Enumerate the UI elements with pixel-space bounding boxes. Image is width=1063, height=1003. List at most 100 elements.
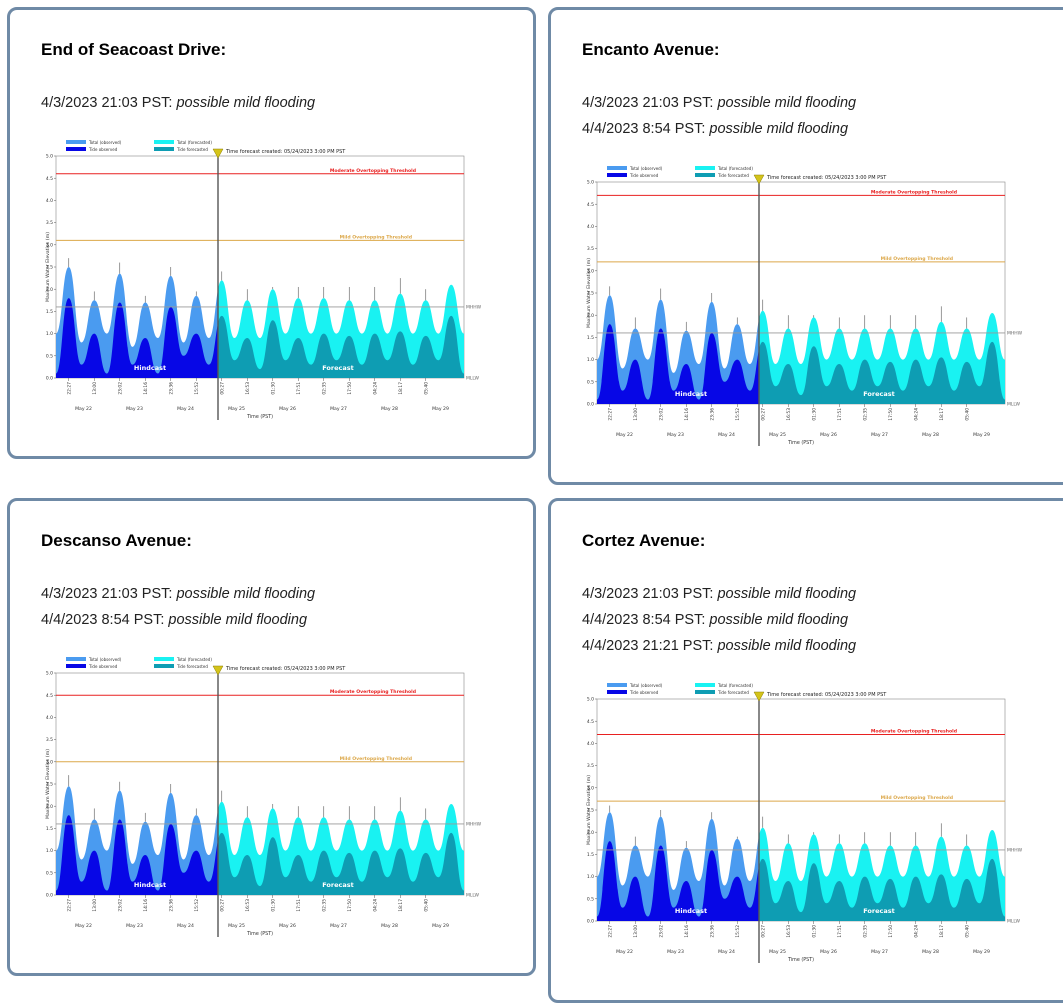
tide-forecasted-area [218, 315, 464, 378]
forecast-created-label: Time forecast created: 05/24/2023 3:00 P… [225, 149, 346, 155]
legend-total-forecasted: Total (forecasted) [176, 657, 212, 662]
legend-swatch-total-forecasted [695, 683, 715, 687]
x-tick-label: 13:00 [92, 899, 98, 912]
x-axis-label: Time (PST) [246, 414, 273, 420]
alert-datetime: 4/4/2023 21:21 PST: [582, 638, 714, 654]
legend-swatch-total-forecasted [154, 657, 174, 661]
forecast-start-marker [753, 174, 765, 185]
tide-observed-area [597, 841, 759, 921]
x-day-label: May 22 [75, 406, 92, 412]
legend-swatch-tide-forecasted [695, 173, 715, 177]
station-card-encanto: Encanto Avenue: 4/3/2023 21:03 PST: poss… [548, 7, 1063, 485]
y-tick-label: 0.5 [587, 379, 594, 385]
x-tick-label: 01:30 [270, 382, 276, 395]
x-day-label: May 27 [871, 432, 888, 438]
y-tick-label: 0.0 [46, 893, 53, 899]
x-day-label: May 27 [871, 949, 888, 955]
x-day-label: May 25 [769, 949, 786, 955]
x-day-label: May 28 [922, 432, 939, 438]
tide-forecasted-area [218, 832, 464, 895]
mllw-label: MLLW [466, 376, 479, 382]
mllw-label: MLLW [466, 893, 479, 899]
x-tick-label: 04:24 [913, 408, 919, 421]
alert-status: possible mild flooding [717, 638, 857, 654]
x-axis-label: Time (PST) [246, 931, 273, 937]
x-tick-label: 05:40 [964, 925, 970, 938]
forecast-label: Forecast [863, 390, 894, 398]
x-day-label: May 24 [718, 432, 735, 438]
y-tick-label: 3.0 [587, 268, 594, 274]
x-day-label: May 26 [820, 432, 837, 438]
forecast-created-label: Time forecast created: 05/24/2023 3:00 P… [225, 666, 346, 672]
x-day-label: May 23 [126, 923, 143, 929]
x-axis-label: Time (PST) [787, 957, 814, 963]
x-tick-label: 22:27 [607, 408, 613, 421]
y-tick-label: 4.5 [587, 719, 594, 725]
alert-status: possible mild flooding [176, 95, 316, 111]
y-tick-label: 3.5 [46, 220, 53, 226]
x-tick-label: 16:53 [245, 899, 251, 912]
x-day-label: May 23 [126, 406, 143, 412]
y-tick-label: 2.0 [587, 313, 594, 319]
legend-tide-observed: Tide observed [88, 664, 118, 669]
x-day-label: May 22 [616, 432, 633, 438]
y-axis-label: Maximum Water Elevation (m) [586, 775, 592, 845]
hindcast-label: Hindcast [675, 907, 707, 915]
y-tick-label: 1.5 [587, 852, 594, 858]
y-tick-label: 5.0 [46, 671, 53, 677]
x-tick-label: 23:02 [117, 382, 123, 395]
x-tick-label: 22:27 [66, 382, 72, 395]
x-tick-label: 16:53 [786, 408, 792, 421]
x-day-label: May 29 [432, 923, 449, 929]
x-tick-label: 18:17 [398, 382, 404, 395]
x-day-label: May 28 [381, 923, 398, 929]
card-title: Descanso Avenue: [41, 531, 192, 550]
tide-forecasted-area [759, 341, 1005, 404]
moderate-threshold-label: Moderate Overtopping Threshold [871, 189, 957, 195]
y-tick-label: 2.0 [587, 830, 594, 836]
legend-tide-forecasted: Tide forecasted [717, 173, 749, 178]
forecast-label: Forecast [322, 881, 353, 889]
x-tick-label: 14:16 [684, 408, 690, 421]
legend-tide-forecasted: Tide forecasted [176, 147, 208, 152]
mllw-label: MLLW [1007, 402, 1020, 408]
alert-item: 4/4/2023 8:54 PST: possible mild floodin… [41, 607, 315, 633]
legend-tide-forecasted: Tide forecasted [717, 690, 749, 695]
x-tick-label: 15:52 [194, 899, 200, 912]
legend-swatch-tide-forecasted [695, 690, 715, 694]
mhhw-label: MHHW [466, 821, 482, 827]
y-tick-label: 4.0 [46, 198, 53, 204]
forecast-start-marker [212, 148, 224, 159]
y-tick-label: 0.0 [46, 376, 53, 382]
y-tick-label: 5.0 [46, 154, 53, 160]
x-day-label: May 24 [177, 923, 194, 929]
y-tick-label: 2.5 [46, 265, 53, 271]
x-tick-label: 02:35 [321, 899, 327, 912]
y-tick-label: 1.5 [587, 335, 594, 341]
legend-swatch-tide-observed [66, 147, 86, 151]
x-tick-label: 23:02 [117, 899, 123, 912]
y-axis-label: Maximum Water Elevation (m) [586, 258, 592, 328]
alert-item: 4/3/2023 21:03 PST: possible mild floodi… [41, 90, 315, 116]
legend-swatch-total-observed [607, 166, 627, 170]
x-tick-label: 00:27 [219, 899, 225, 912]
x-tick-label: 23:36 [168, 382, 174, 395]
x-tick-label: 17:51 [296, 382, 302, 395]
moderate-threshold-label: Moderate Overtopping Threshold [330, 689, 416, 695]
legend-swatch-total-forecasted [695, 166, 715, 170]
x-day-label: May 24 [718, 949, 735, 955]
x-tick-label: 22:27 [66, 899, 72, 912]
alert-item: 4/4/2023 8:54 PST: possible mild floodin… [582, 607, 856, 633]
forecast-start-marker [753, 691, 765, 702]
legend-total-forecasted: Total (forecasted) [717, 166, 753, 171]
moderate-threshold-label: Moderate Overtopping Threshold [871, 729, 957, 735]
y-tick-label: 1.5 [46, 826, 53, 832]
x-tick-label: 15:52 [194, 382, 200, 395]
y-tick-label: 3.0 [587, 785, 594, 791]
legend-total-observed: Total (observed) [629, 166, 663, 171]
moderate-threshold-label: Moderate Overtopping Threshold [330, 168, 416, 174]
y-tick-label: 0.5 [46, 353, 53, 359]
alert-list: 4/3/2023 21:03 PST: possible mild floodi… [582, 581, 856, 659]
x-tick-label: 23:36 [168, 899, 174, 912]
alert-item: 4/3/2023 21:03 PST: possible mild floodi… [582, 581, 856, 607]
